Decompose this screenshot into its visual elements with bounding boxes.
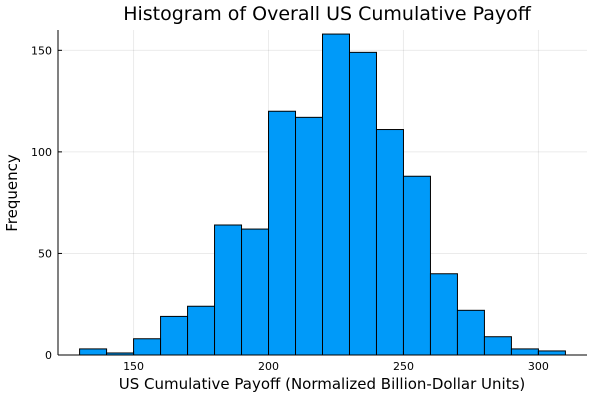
x-axis-label: US Cumulative Payoff (Normalized Billion… (119, 375, 526, 393)
histogram-bar (295, 116, 323, 356)
histogram-bar (348, 51, 377, 356)
histogram-bar (537, 350, 566, 356)
histogram-bar (187, 305, 216, 356)
chart-title: Histogram of Overall US Cumulative Payof… (123, 3, 532, 25)
y-tick-labels: 0 50 100 150 (31, 44, 52, 362)
histogram-bar (375, 129, 404, 356)
histogram-bar (160, 315, 189, 356)
histogram-bar (483, 336, 512, 356)
histogram-bar (268, 110, 297, 356)
histogram-bar (510, 348, 539, 356)
x-tick-label: 250 (393, 360, 414, 373)
x-tick-label: 300 (528, 360, 549, 373)
histogram-bar (214, 224, 243, 356)
histogram-bar (322, 33, 350, 356)
histogram-bar (429, 273, 458, 356)
histogram-bar (402, 175, 431, 356)
y-axis-label: Frequency (3, 154, 21, 232)
histogram-bar (79, 348, 108, 356)
x-tick-labels: 150 200 250 300 (123, 360, 549, 373)
x-tick-label: 200 (258, 360, 279, 373)
y-tick-label: 100 (31, 146, 52, 159)
y-tick-label: 150 (31, 44, 52, 57)
histogram-bar (456, 309, 485, 356)
histogram-bars (79, 33, 566, 356)
histogram-bar (241, 228, 270, 356)
y-tick-label: 0 (45, 349, 52, 362)
axes (57, 30, 587, 356)
x-tick-label: 150 (123, 360, 144, 373)
y-tick-label: 50 (38, 247, 52, 260)
histogram-bar (133, 338, 162, 356)
